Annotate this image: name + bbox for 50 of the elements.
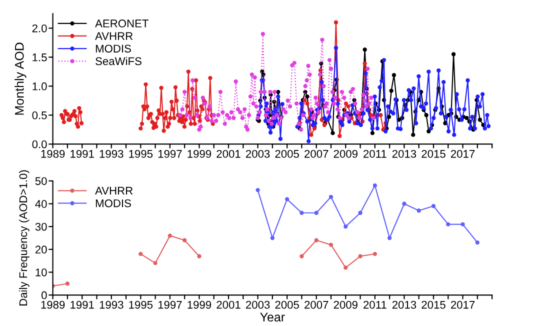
y-axis-title: Daily Frequency (AOD>1.0) <box>18 170 30 306</box>
x-tick-label: 2007 <box>304 150 328 158</box>
legend-label: AVHRR <box>95 32 133 40</box>
x-tick-label: 2015 <box>422 300 446 309</box>
x-tick-label: 2001 <box>216 300 240 309</box>
x-axis-title: Year <box>260 312 285 322</box>
x-tick-label: 1999 <box>188 300 212 309</box>
y-tick-label: 1.5 <box>32 54 47 62</box>
x-tick-label: 2013 <box>392 300 416 309</box>
y-tick-label: 10 <box>36 268 47 276</box>
x-tick-label: 1995 <box>129 150 153 158</box>
legend-label: MODIS <box>96 44 131 53</box>
x-tick-label: 2013 <box>392 150 416 158</box>
y-tick-label: 30 <box>35 222 47 231</box>
x-tick-label: 2003 <box>246 150 270 158</box>
x-tick-label: 1991 <box>70 150 94 158</box>
y-tick-label: 0.5 <box>32 111 47 120</box>
x-tick-label: 2015 <box>422 150 446 158</box>
x-tick-label: 1989 <box>41 150 65 158</box>
y-tick-label: 50 <box>35 177 47 186</box>
y-tick-label: 1.0 <box>32 82 47 90</box>
legend-label: SeaWiFS <box>96 56 142 66</box>
x-tick-label: 1993 <box>100 300 124 309</box>
x-tick-label: 2005 <box>275 150 299 158</box>
y-tick-label: 0.0 <box>32 140 47 148</box>
x-tick-label: 1997 <box>158 300 182 309</box>
legend-label: AERONET <box>95 20 148 28</box>
x-tick-label: 2007 <box>304 300 328 309</box>
x-tick-label: 1991 <box>70 300 94 309</box>
x-tick-label: 2003 <box>246 300 270 309</box>
x-tick-label: 2009 <box>334 300 358 309</box>
y-tick-label: 20 <box>35 246 47 254</box>
x-tick-label: 1999 <box>188 150 212 158</box>
x-tick-label: 2011 <box>364 150 386 158</box>
legend-label: MODIS <box>96 199 131 208</box>
y-tick-label: 40 <box>35 200 47 208</box>
x-tick-label: 1989 <box>41 300 65 309</box>
y-tick-label: 0 <box>42 291 47 300</box>
x-tick-label: 2017 <box>450 300 475 309</box>
legend-label: AVHRR <box>95 186 133 195</box>
x-tick-label: 2017 <box>450 150 475 158</box>
x-tick-label: 1995 <box>129 300 153 309</box>
x-tick-label: 2011 <box>364 300 386 309</box>
x-tick-label: 1997 <box>158 150 182 158</box>
y-tick-label: 2.0 <box>32 24 47 32</box>
y-axis-title: Monthly AOD <box>14 42 26 115</box>
x-tick-label: 1993 <box>100 150 124 158</box>
x-tick-label: 2001 <box>216 150 240 158</box>
x-tick-label: 2009 <box>334 150 358 158</box>
x-tick-label: 2005 <box>275 300 299 309</box>
